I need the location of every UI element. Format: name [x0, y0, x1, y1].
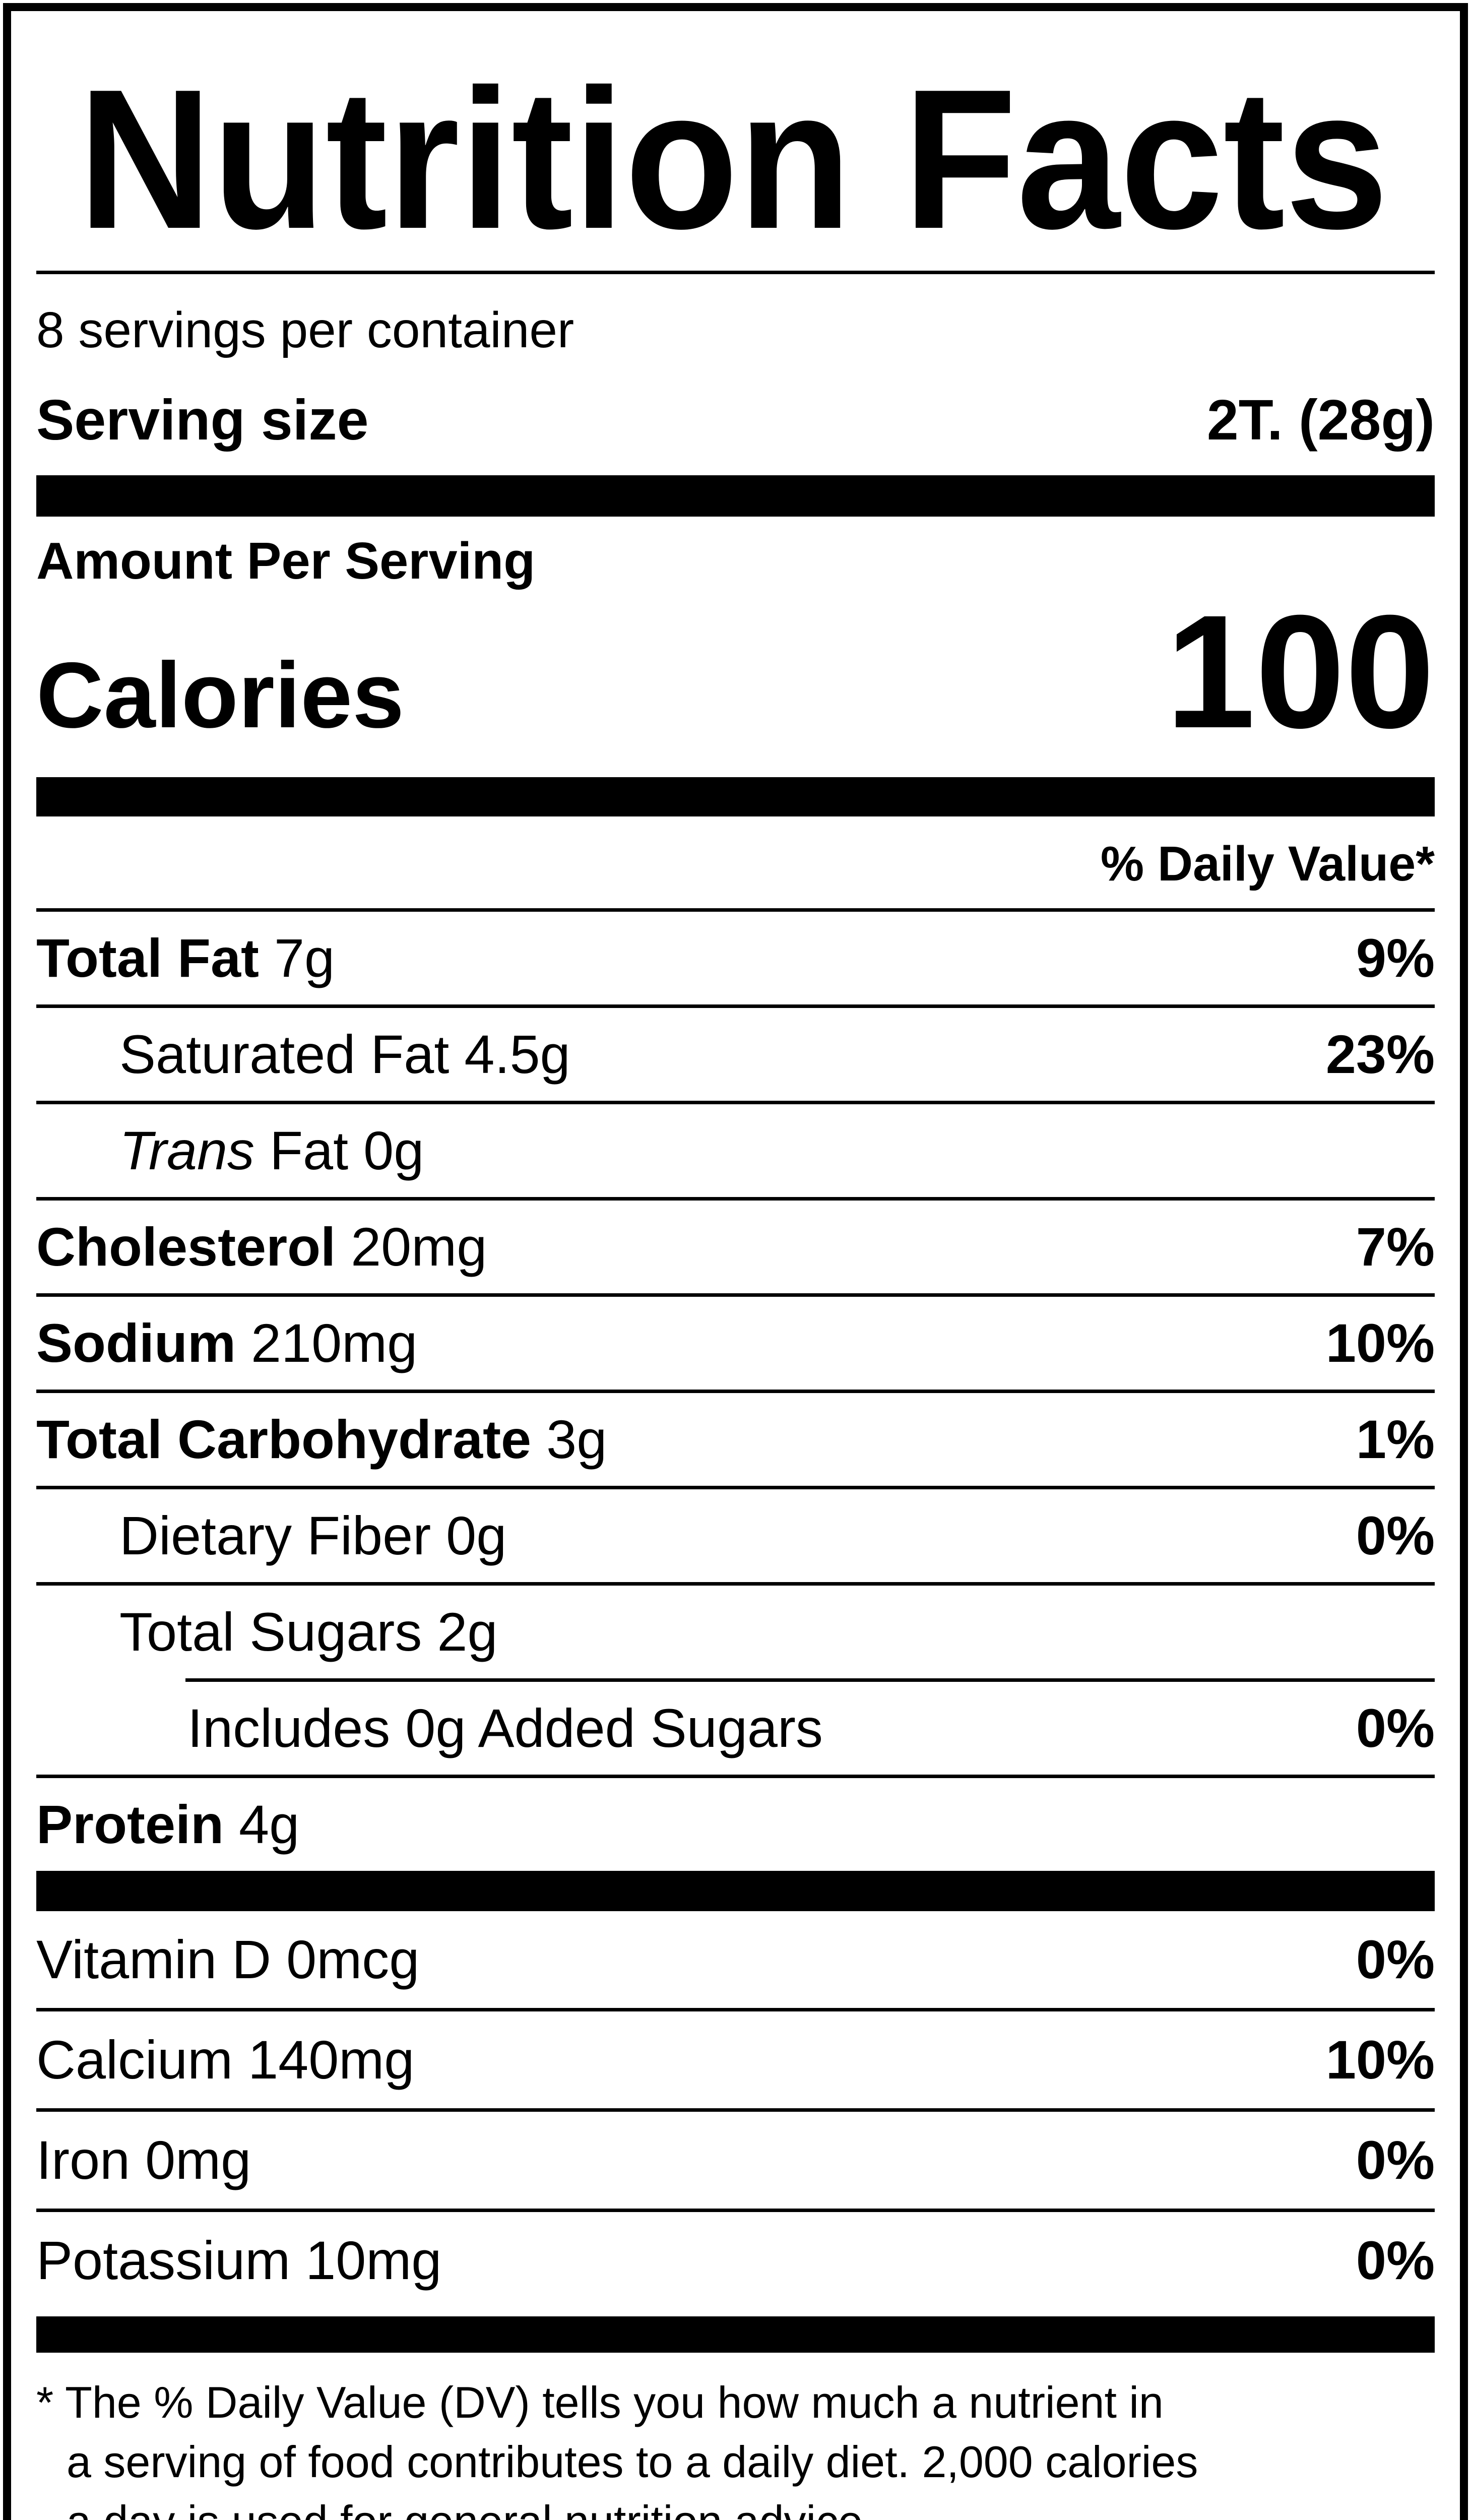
nutrient-row: Total Carbohydrate 3g 1% — [36, 1393, 1435, 1486]
nutrient-label: Trans Fat 0g — [119, 1120, 424, 1181]
nutrient-label: Protein 4g — [36, 1794, 300, 1855]
row-separator — [36, 1293, 1435, 1297]
nutrient-amount: 0g — [348, 1120, 424, 1181]
footnote-star: * — [36, 2377, 66, 2428]
footnote-line: a day is used for general nutrition advi… — [67, 2492, 1435, 2520]
nutrient-rows: Total Fat 7g 9% Saturated Fat 4.5g 23% Trans… — [36, 912, 1435, 1871]
nutrient-row: Total Fat 7g 9% — [36, 912, 1435, 1004]
calories-value: 100 — [1166, 581, 1435, 762]
nutrient-label: Saturated Fat 4.5g — [119, 1024, 570, 1085]
footnote: * The % Daily Value (DV) tells you how m… — [36, 2353, 1435, 2520]
nutrient-dv: 0% — [1356, 1505, 1435, 1566]
row-separator — [185, 1678, 1435, 1682]
nutrient-row: Dietary Fiber 0g 0% — [36, 1489, 1435, 1582]
nutrient-label: Calcium 140mg — [36, 2029, 415, 2091]
nutrient-amount: 7g — [259, 927, 335, 989]
nutrient-amount: 3g — [531, 1409, 607, 1470]
daily-value-header: % Daily Value* — [1100, 836, 1435, 891]
nutrition-facts-label: Nutrition Facts 8 servings per container… — [3, 3, 1468, 2520]
nutrient-dv: 1% — [1356, 1409, 1435, 1470]
thick-bar — [36, 1871, 1435, 1912]
nutrient-label: Total Sugars 2g — [119, 1601, 498, 1663]
row-separator — [36, 1486, 1435, 1490]
row-separator — [36, 1775, 1435, 1779]
row-separator — [36, 2008, 1435, 2012]
nutrient-label: Total Carbohydrate 3g — [36, 1409, 607, 1470]
nutrient-label: Cholesterol 20mg — [36, 1216, 487, 1278]
nutrient-label: Iron 0mg — [36, 2129, 251, 2191]
row-separator — [36, 1390, 1435, 1394]
calories-row: Calories 100 — [36, 587, 1435, 756]
nutrient-row: Potassium 10mg 0% — [36, 2212, 1435, 2309]
row-separator — [36, 1004, 1435, 1009]
nutrient-row: Saturated Fat 4.5g 23% — [36, 1008, 1435, 1101]
nutrient-row: Trans Fat 0g — [36, 1104, 1435, 1197]
row-separator — [36, 2209, 1435, 2213]
nutrient-row: Cholesterol 20mg 7% — [36, 1201, 1435, 1293]
row-separator — [36, 1582, 1435, 1586]
thick-bar — [36, 777, 1435, 816]
serving-size-row: Serving size 2T. (28g) — [36, 363, 1435, 457]
label-title: Nutrition Facts — [78, 47, 1388, 270]
nutrient-row: Vitamin D 0mcg 0% — [36, 1911, 1435, 2008]
nutrient-dv: 9% — [1356, 927, 1435, 989]
nutrient-label: Total Fat 7g — [36, 927, 335, 989]
footnote-line: a serving of food contributes to a daily… — [67, 2437, 1198, 2487]
thick-bar — [36, 2316, 1435, 2353]
nutrient-amount: 210mg — [235, 1312, 418, 1374]
row-separator — [36, 1197, 1435, 1201]
nutrient-row: Calcium 140mg 10% — [36, 2011, 1435, 2108]
nutrient-dv: 23% — [1325, 1024, 1435, 1085]
nutrient-dv: 0% — [1356, 2230, 1435, 2291]
italic-prefix: Trans — [119, 1120, 255, 1181]
nutrient-label: Sodium 210mg — [36, 1312, 418, 1374]
title-divider — [36, 271, 1435, 274]
vitamin-rows: Vitamin D 0mcg 0% Calcium 140mg 10% Iron 0mg… — [36, 1911, 1435, 2309]
nutrient-dv: 7% — [1356, 1216, 1435, 1278]
nutrient-row: Includes 0g Added Sugars 0% — [36, 1682, 1435, 1775]
label-title-block: Nutrition Facts — [78, 47, 1388, 270]
nutrient-row: Protein 4g — [36, 1778, 1435, 1871]
nutrient-amount: 4.5g — [449, 1024, 570, 1085]
nutrient-row: Iron 0mg 0% — [36, 2112, 1435, 2209]
daily-value-divider — [36, 908, 1435, 912]
nutrient-row: Sodium 210mg 10% — [36, 1297, 1435, 1390]
servings-per-container: 8 servings per container — [36, 302, 574, 358]
calories-label: Calories — [36, 643, 405, 747]
serving-size-label: Serving size — [36, 388, 369, 452]
nutrient-label: Dietary Fiber 0g — [119, 1505, 507, 1566]
nutrient-amount: 0g — [431, 1505, 507, 1566]
serving-size-value: 2T. (28g) — [1206, 388, 1435, 452]
nutrient-row: Total Sugars 2g — [36, 1586, 1435, 1678]
nutrient-label: Vitamin D 0mcg — [36, 1929, 420, 1990]
footnote-line: * The % Daily Value (DV) tells you how m… — [36, 2377, 1164, 2428]
thick-bar — [36, 475, 1435, 517]
nutrient-amount: 2g — [422, 1601, 498, 1663]
nutrient-dv: 10% — [1325, 2029, 1435, 2091]
amount-per-serving-label: Amount Per Serving — [36, 531, 536, 590]
nutrient-dv: 10% — [1325, 1312, 1435, 1374]
nutrient-dv: 0% — [1356, 2129, 1435, 2191]
nutrient-amount: 4g — [224, 1794, 300, 1855]
nutrient-label: Potassium 10mg — [36, 2230, 442, 2291]
nutrient-dv: 0% — [1356, 1929, 1435, 1990]
row-separator — [36, 2108, 1435, 2112]
nutrient-amount: 20mg — [336, 1216, 487, 1278]
nutrient-label: Includes 0g Added Sugars — [187, 1697, 823, 1759]
row-separator — [36, 1101, 1435, 1105]
nutrient-dv: 0% — [1356, 1697, 1435, 1759]
